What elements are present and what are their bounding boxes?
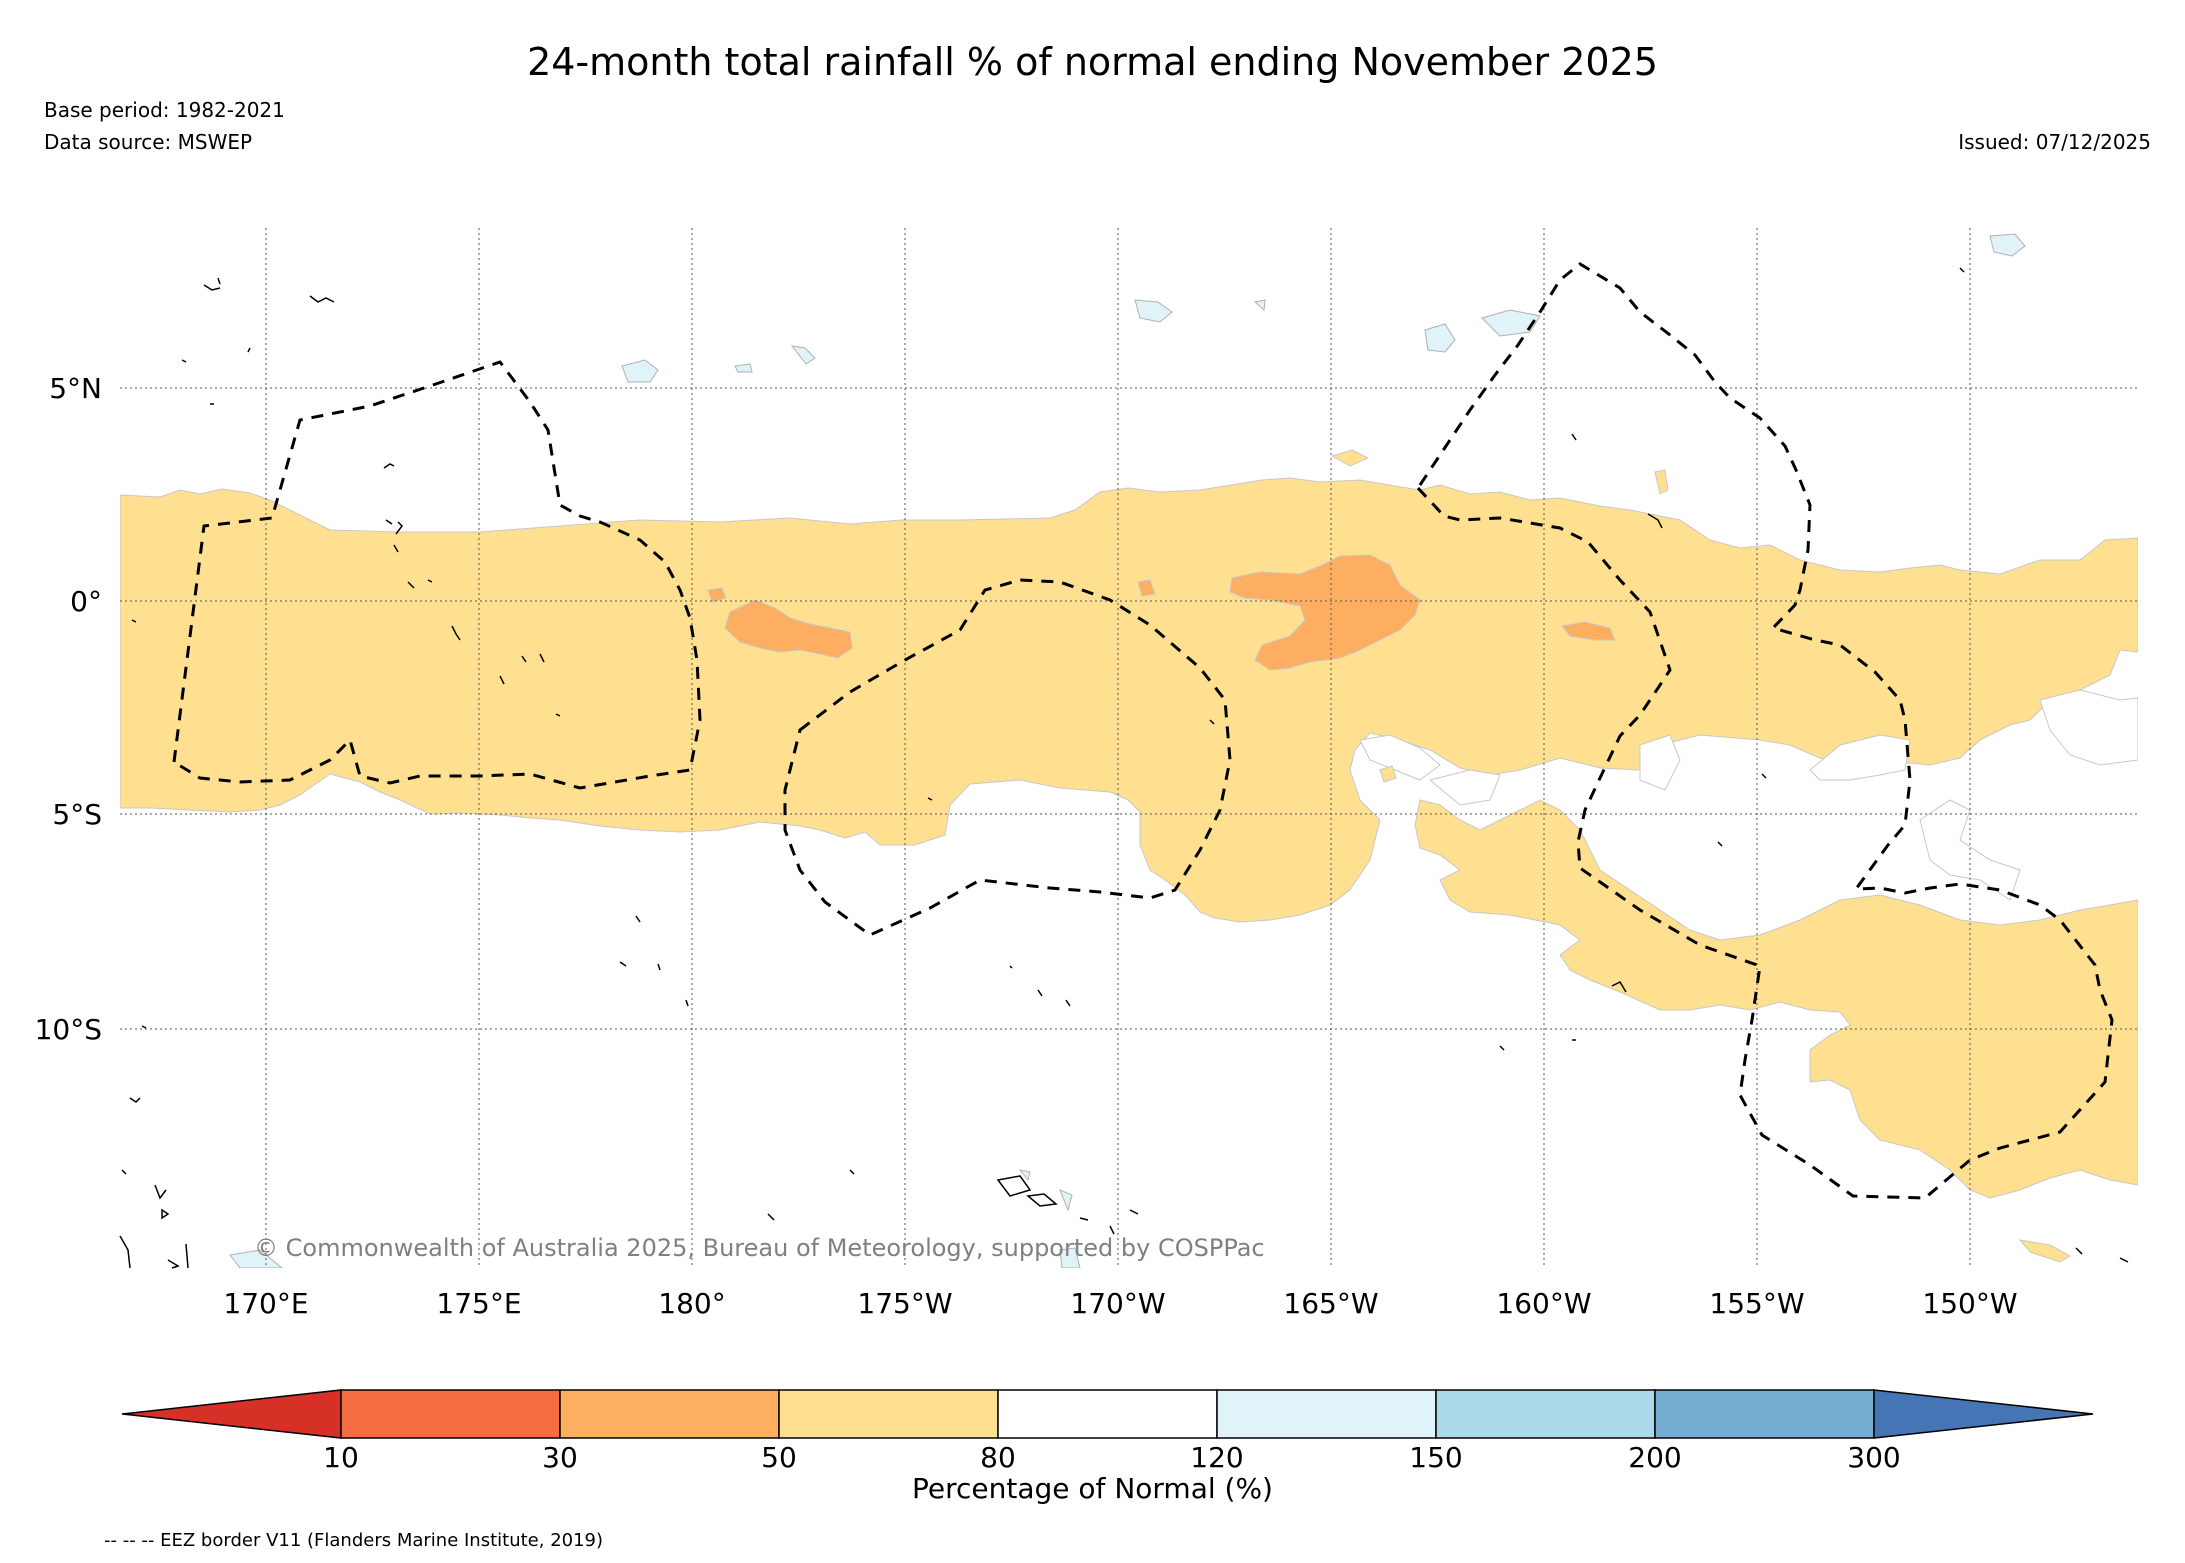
colorbar-segments	[121, 1389, 2094, 1439]
rainfall-region-30-50-small	[1137, 579, 1156, 597]
map-title: 24-month total rainfall % of normal endi…	[527, 40, 1658, 84]
colorbar-tick: 10	[323, 1441, 359, 1474]
colorbar-segment-gt300	[1873, 1389, 2094, 1439]
lon-label: 155°W	[1709, 1287, 1804, 1320]
latitude-labels: 5°N 0° 5°S 10°S	[35, 372, 102, 1046]
rainfall-region-30-50-west	[724, 599, 853, 659]
rainfall-region-30-50-small	[707, 587, 727, 603]
issued-date-text: Issued: 07/12/2025	[1958, 130, 2151, 154]
lon-label: 180°	[658, 1287, 725, 1320]
data-source-text: Data source: MSWEP	[44, 130, 253, 154]
colorbar-tick: 50	[761, 1441, 797, 1474]
lat-label: 5°S	[52, 798, 102, 831]
copyright-watermark: © Commonwealth of Australia 2025, Bureau…	[254, 1234, 1265, 1262]
eez-border	[1416, 262, 2114, 1200]
colorbar-label: Percentage of Normal (%)	[912, 1472, 1273, 1505]
colorbar-tick: 120	[1190, 1441, 1243, 1474]
lat-label: 0°	[70, 585, 102, 618]
lon-label: 165°W	[1283, 1287, 1378, 1320]
longitude-labels: 170°E 175°E 180° 175°W 170°W 165°W 160°W…	[223, 1287, 2017, 1320]
colorbar-segment-200-300	[1654, 1389, 1875, 1439]
colorbar-tick: 300	[1847, 1441, 1900, 1474]
colorbar-tick: 200	[1628, 1441, 1681, 1474]
colorbar-segment-80-120	[997, 1389, 1218, 1439]
normal-rainfall-patch	[1359, 734, 1441, 781]
colorbar-ticks: 10 30 50 80 120 150 200 300	[323, 1441, 1901, 1474]
lat-label: 10°S	[35, 1013, 102, 1046]
base-period-text: Base period: 1982-2021	[44, 98, 285, 122]
island-outlines	[119, 267, 2129, 1269]
rainfall-region-50-80-east	[1414, 799, 2138, 1199]
normal-rainfall-patch	[1428, 769, 1501, 806]
colorbar-tick: 30	[542, 1441, 578, 1474]
small-dry-patches	[1330, 449, 2072, 1263]
lon-label: 175°E	[436, 1287, 521, 1320]
colorbar-tick: 80	[980, 1441, 1016, 1474]
eez-border	[783, 578, 1232, 937]
map-panel	[120, 233, 2138, 1268]
rainfall-region-30-50-small	[1561, 621, 1616, 641]
eez-borders	[172, 262, 2114, 1200]
colorbar-segment-lt10	[121, 1389, 342, 1439]
normal-rainfall-patch	[1809, 734, 1911, 781]
eez-border	[172, 360, 702, 790]
eez-legend-note: -- -- -- EEZ border V11 (Flanders Marine…	[104, 1530, 604, 1551]
rainfall-region-30-50-central	[1229, 554, 1421, 671]
lat-label: 5°N	[49, 372, 102, 405]
colorbar-segment-30-50	[559, 1389, 780, 1439]
colorbar-tick: 150	[1409, 1441, 1462, 1474]
wetter-patches	[229, 233, 2026, 1268]
colorbar-segment-10-30	[340, 1389, 561, 1439]
colorbar-segment-120-150	[1216, 1389, 1437, 1439]
lon-label: 170°E	[223, 1287, 308, 1320]
lon-label: 150°W	[1922, 1287, 2017, 1320]
rainfall-region-50-80-west	[120, 477, 2138, 923]
lon-label: 170°W	[1070, 1287, 1165, 1320]
lon-label: 175°W	[857, 1287, 952, 1320]
normal-rainfall-patch	[2039, 689, 2138, 766]
lon-label: 160°W	[1496, 1287, 1591, 1320]
graticule	[120, 228, 2138, 1268]
normal-rainfall-patch	[1639, 734, 1681, 791]
colorbar-segment-150-200	[1435, 1389, 1656, 1439]
colorbar-segment-50-80	[778, 1389, 999, 1439]
